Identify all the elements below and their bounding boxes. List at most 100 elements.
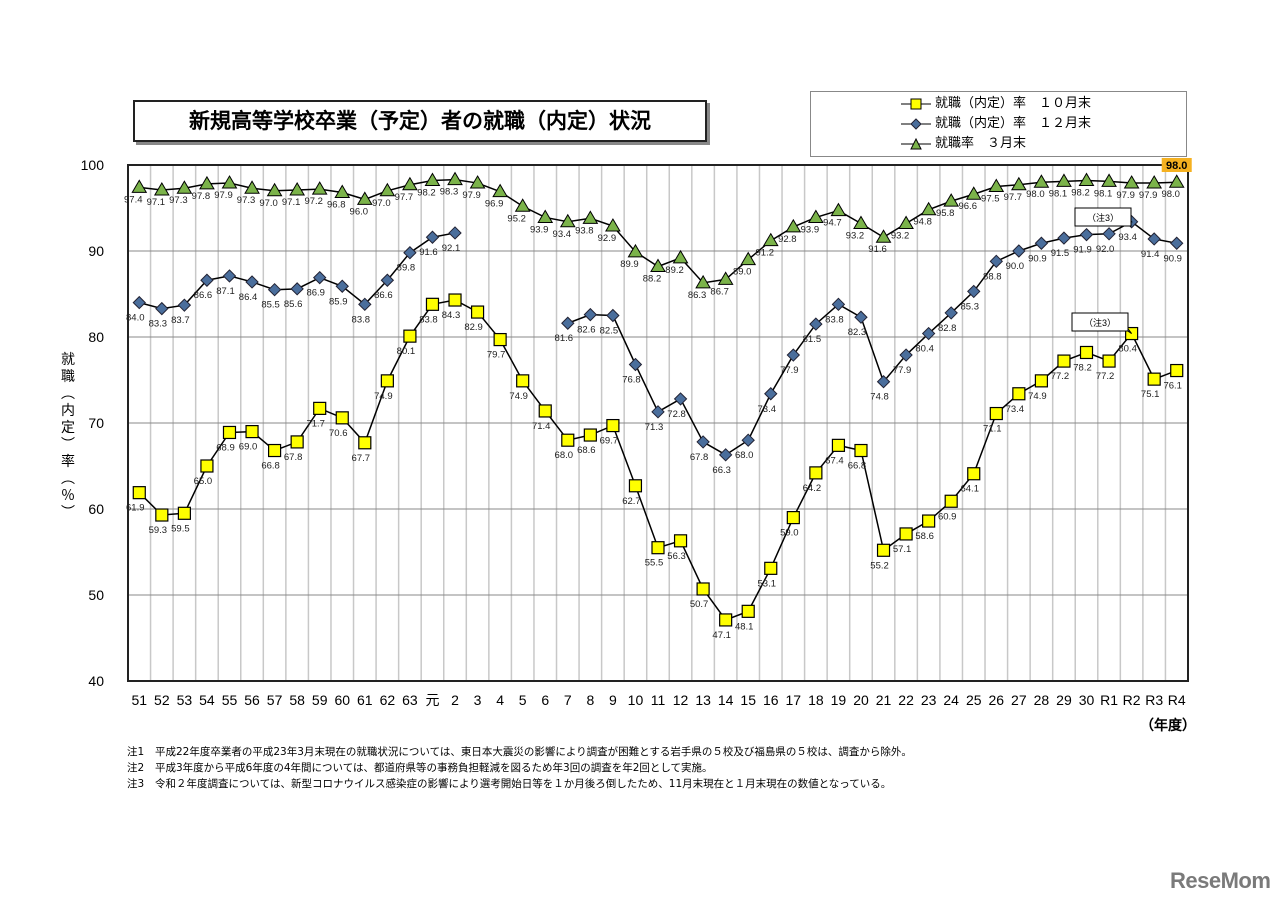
svg-text:60: 60 — [334, 692, 350, 708]
footnotes: 注1 平成22年度卒業者の平成23年3月末現在の就職状況については、東日本大震災の… — [127, 744, 912, 792]
svg-text:4: 4 — [496, 692, 504, 708]
svg-text:97.8: 97.8 — [192, 191, 211, 202]
svg-text:97.0: 97.0 — [372, 198, 391, 209]
svg-text:76.1: 76.1 — [1163, 381, 1182, 392]
svg-text:97.9: 97.9 — [1116, 190, 1135, 201]
y-tick: 40 — [88, 673, 104, 689]
svg-text:68.9: 68.9 — [216, 442, 235, 453]
svg-text:91.9: 91.9 — [1073, 245, 1092, 256]
svg-text:80.4: 80.4 — [1118, 344, 1137, 355]
note-2: 注2 平成3年度から平成6年度の4年間については、都道府県等の事務負担軽減を図るた… — [127, 762, 713, 774]
svg-text:78.2: 78.2 — [1073, 362, 1092, 373]
svg-text:50.7: 50.7 — [690, 599, 709, 610]
x-axis-unit: （年度） — [1140, 718, 1196, 734]
svg-text:20: 20 — [853, 692, 869, 708]
svg-text:71.7: 71.7 — [306, 418, 325, 429]
svg-text:（注3）: （注3） — [1087, 212, 1119, 223]
svg-text:48.1: 48.1 — [735, 621, 754, 632]
svg-text:98.2: 98.2 — [1071, 187, 1090, 198]
svg-text:86.3: 86.3 — [688, 290, 707, 301]
svg-text:58: 58 — [289, 692, 305, 708]
svg-text:26: 26 — [989, 692, 1005, 708]
chart-title: 新規高等学校卒業（予定）者の就職（内定）状況 — [133, 100, 707, 142]
svg-text:5: 5 — [519, 692, 527, 708]
svg-text:16: 16 — [763, 692, 779, 708]
svg-text:21: 21 — [876, 692, 892, 708]
y-tick: 70 — [88, 415, 104, 431]
svg-text:69.7: 69.7 — [600, 436, 619, 447]
svg-text:96.0: 96.0 — [350, 206, 369, 217]
svg-text:97.2: 97.2 — [304, 196, 323, 207]
svg-text:91.5: 91.5 — [1051, 248, 1070, 259]
svg-text:97.4: 97.4 — [124, 194, 143, 205]
svg-text:59.0: 59.0 — [780, 528, 799, 539]
svg-text:（注3）: （注3） — [1084, 317, 1116, 328]
svg-text:91.4: 91.4 — [1141, 249, 1160, 260]
svg-text:55.2: 55.2 — [870, 560, 889, 571]
svg-text:61.9: 61.9 — [126, 503, 145, 514]
svg-text:54: 54 — [199, 692, 215, 708]
svg-text:90.0: 90.0 — [1006, 261, 1025, 272]
svg-text:82.9: 82.9 — [464, 322, 483, 333]
svg-text:77.9: 77.9 — [780, 365, 799, 376]
y-tick: 100 — [80, 157, 104, 173]
svg-text:92.9: 92.9 — [598, 233, 617, 244]
svg-text:59: 59 — [312, 692, 328, 708]
svg-text:83.3: 83.3 — [149, 319, 168, 330]
svg-text:75.1: 75.1 — [1141, 389, 1160, 400]
svg-text:58.6: 58.6 — [915, 531, 934, 542]
svg-text:66.8: 66.8 — [848, 461, 867, 472]
svg-text:67.4: 67.4 — [825, 455, 844, 466]
svg-text:53.1: 53.1 — [758, 578, 777, 589]
svg-text:90.9: 90.9 — [1028, 253, 1047, 264]
legend: 就職（内定）率 １０月末 就職（内定）率 １２月末 就職率 ３月末 — [810, 91, 1187, 157]
svg-text:84.0: 84.0 — [126, 313, 145, 324]
svg-text:29: 29 — [1056, 692, 1072, 708]
svg-text:47.1: 47.1 — [712, 630, 731, 641]
svg-text:2: 2 — [451, 692, 459, 708]
svg-text:93.2: 93.2 — [846, 230, 865, 241]
svg-text:18: 18 — [808, 692, 824, 708]
svg-text:96.6: 96.6 — [958, 201, 977, 212]
svg-text:73.4: 73.4 — [1006, 404, 1025, 415]
svg-text:17: 17 — [786, 692, 802, 708]
legend-item-dec: 就職（内定）率 １２月末 — [901, 114, 1091, 134]
svg-text:86.9: 86.9 — [306, 288, 325, 299]
svg-text:94.8: 94.8 — [913, 217, 932, 228]
diamond-marker-icon — [901, 117, 931, 130]
svg-text:52: 52 — [154, 692, 170, 708]
svg-text:76.8: 76.8 — [622, 375, 641, 386]
svg-text:80.1: 80.1 — [397, 346, 416, 357]
svg-text:86.7: 86.7 — [710, 286, 729, 297]
svg-text:97.9: 97.9 — [214, 190, 233, 201]
svg-text:R2: R2 — [1123, 692, 1141, 708]
svg-text:9: 9 — [609, 692, 617, 708]
svg-text:30: 30 — [1079, 692, 1095, 708]
svg-text:R4: R4 — [1168, 692, 1186, 708]
svg-text:74.9: 74.9 — [374, 391, 393, 402]
svg-text:97.3: 97.3 — [237, 195, 256, 206]
svg-text:R1: R1 — [1100, 692, 1118, 708]
svg-text:97.1: 97.1 — [282, 197, 301, 208]
svg-text:92.0: 92.0 — [1096, 244, 1115, 255]
svg-text:6: 6 — [541, 692, 549, 708]
svg-text:81.5: 81.5 — [803, 334, 822, 345]
svg-text:98.0: 98.0 — [1026, 189, 1045, 200]
svg-text:57: 57 — [267, 692, 283, 708]
svg-text:82.5: 82.5 — [600, 326, 619, 337]
svg-text:96.8: 96.8 — [327, 200, 346, 211]
svg-text:93.2: 93.2 — [891, 230, 910, 241]
svg-text:93.4: 93.4 — [1118, 232, 1137, 243]
svg-text:64.1: 64.1 — [960, 484, 979, 495]
svg-text:89.0: 89.0 — [733, 267, 752, 278]
svg-text:68.6: 68.6 — [577, 445, 596, 456]
svg-text:98.2: 98.2 — [417, 187, 436, 198]
svg-text:83.8: 83.8 — [352, 314, 371, 325]
svg-text:85.9: 85.9 — [329, 296, 348, 307]
y-tick: 50 — [88, 587, 104, 603]
svg-text:89.2: 89.2 — [665, 265, 684, 276]
note-3: 注3 令和２年度調査については、新型コロナウイルス感染症の影響により選考開始日等を… — [127, 778, 892, 790]
svg-text:56: 56 — [244, 692, 260, 708]
svg-text:97.5: 97.5 — [981, 194, 1000, 205]
svg-text:12: 12 — [673, 692, 689, 708]
